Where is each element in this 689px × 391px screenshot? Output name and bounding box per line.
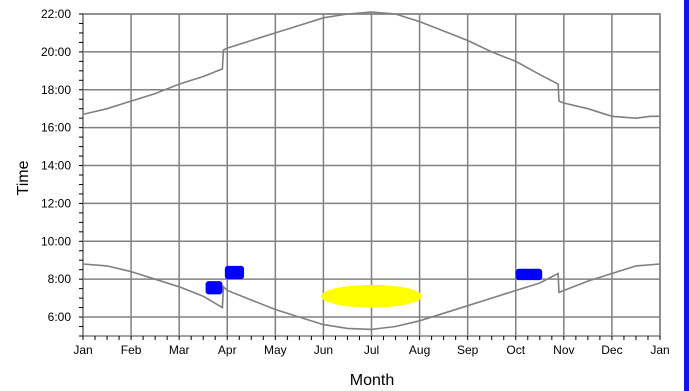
y-tick-label: 6:00 xyxy=(48,310,72,324)
minor-ticks xyxy=(79,13,661,340)
yellow-region xyxy=(321,284,422,308)
x-tick-label: Nov xyxy=(553,343,574,357)
x-tick-label: Jan xyxy=(73,343,92,357)
y-tick-label: 22:00 xyxy=(41,7,71,21)
blue-region xyxy=(205,281,223,295)
highlight-regions xyxy=(205,265,543,308)
lower-curve-line xyxy=(82,263,661,331)
x-tick-label: May xyxy=(264,343,287,357)
x-tick-label: Feb xyxy=(121,343,142,357)
x-tick-label: Oct xyxy=(506,343,525,357)
blue-region xyxy=(515,268,543,281)
x-tick-label: Apr xyxy=(218,343,237,357)
x-tick-label: Dec xyxy=(601,343,622,357)
y-tick-label: 20:00 xyxy=(41,45,71,59)
y-tick-label: 18:00 xyxy=(41,83,71,97)
curves xyxy=(82,11,661,331)
y-axis-title: Time xyxy=(15,160,32,195)
right-edge-bar xyxy=(684,0,689,391)
x-tick-label: Aug xyxy=(409,343,430,357)
x-axis-title: Month xyxy=(350,372,394,389)
x-tick-label: Jan xyxy=(650,343,669,357)
y-tick-label: 12:00 xyxy=(41,196,71,210)
x-tick-labels: Jan Feb Mar Apr May Jun Jul Aug Sep Oct Nov Dec Jan xyxy=(73,343,669,357)
grid xyxy=(82,13,661,337)
y-tick-label: 10:00 xyxy=(41,234,71,248)
x-tick-label: Mar xyxy=(169,343,190,357)
upper-curve-line xyxy=(82,11,660,120)
y-tick-label: 8:00 xyxy=(48,272,72,286)
blue-region xyxy=(224,265,245,280)
x-tick-label: Jul xyxy=(364,343,379,357)
y-tick-labels: 6:00 8:00 10:00 12:00 14:00 16:00 18:00 20:00 22… xyxy=(41,7,71,324)
y-tick-label: 14:00 xyxy=(41,159,71,173)
x-tick-label: Sep xyxy=(457,343,479,357)
x-tick-label: Jun xyxy=(314,343,333,357)
y-tick-label: 16:00 xyxy=(41,121,71,135)
